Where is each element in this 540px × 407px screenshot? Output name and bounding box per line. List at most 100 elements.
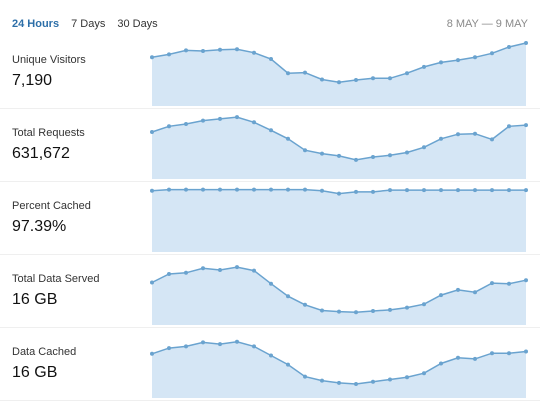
sparkline-point [507,188,511,193]
metric-row-percent-cached: Percent Cached 97.39% [0,181,540,255]
sparkline-point [354,382,358,386]
sparkline-point [524,188,528,193]
sparkline-point [490,137,494,142]
sparkline-point [252,268,256,273]
sparkline-point [184,187,188,192]
sparkline-point [371,155,375,159]
sparkline-point [235,115,239,120]
sparkline-point [439,60,443,65]
sparkline-total-requests [150,115,528,179]
sparkline-point [405,150,409,155]
sparkline-point [354,157,358,162]
sparkline-unique-visitors [150,41,528,106]
sparkline-point [371,189,375,194]
tab-30-days[interactable]: 30 Days [117,18,158,30]
sparkline-point [218,47,222,52]
time-range-tabs: 24 Hours 7 Days 30 Days [12,18,158,30]
sparkline-point [167,346,171,351]
sparkline-point [269,353,273,358]
sparkline-point [422,64,426,69]
sparkline-point [286,294,290,299]
sparkline-point [388,307,392,312]
sparkline-point [184,344,188,349]
sparkline-point [337,153,341,158]
sparkline-point [269,128,273,133]
sparkline-point [235,47,239,52]
sparkline-point [150,55,154,60]
sparkline-point [524,123,528,128]
sparkline-point [507,351,511,356]
sparkline-point [184,270,188,275]
sparkline-point [320,77,324,82]
sparkline-point [150,280,154,285]
metric-row-total-requests: Total Requests 631,672 [0,108,540,182]
sparkline-area [152,189,526,252]
sparkline-point [269,57,273,61]
sparkline-point [218,116,222,121]
sparkline-area [152,43,526,106]
sparkline-point [252,187,256,192]
sparkline-point [456,287,460,292]
sparkline-point [439,188,443,193]
sparkline-point [286,187,290,192]
sparkline-point [167,52,171,57]
metric-value: 631,672 [12,145,70,162]
sparkline-point [524,349,528,354]
sparkline-point [235,187,239,192]
sparkline-point [507,45,511,49]
metric-label: Unique Visitors [12,54,86,66]
sparkline-point [422,145,426,150]
sparkline-point [167,124,171,129]
metric-row-unique-visitors: Unique Visitors 7,190 [0,35,540,109]
metric-label: Data Cached [12,346,77,358]
sparkline-area [152,341,526,398]
sparkline-point [320,188,324,193]
sparkline-point [524,278,528,283]
sparkline-point [150,130,154,134]
sparkline-point [337,309,341,314]
sparkline-point [201,118,205,123]
sparkline-point [218,342,222,347]
sparkline-point [422,302,426,307]
sparkline-point [507,124,511,129]
sparkline-data-cached [150,339,528,398]
sparkline-point [201,49,205,53]
sparkline-point [269,187,273,192]
sparkline-point [354,189,358,194]
tab-7-days[interactable]: 7 Days [71,18,106,30]
sparkline-area [152,267,526,325]
sparkline-point [456,58,460,63]
tab-24-hours[interactable]: 24 Hours [12,18,60,30]
sparkline-point [405,188,409,193]
sparkline-point [337,380,341,385]
sparkline-point [252,50,256,55]
sparkline-point [456,132,460,137]
sparkline-point [405,71,409,76]
sparkline-area [152,117,526,179]
sparkline-point [150,188,154,193]
sparkline-point [337,191,341,196]
sparkline-point [439,136,443,141]
sparkline-point [490,188,494,193]
sparkline-point [490,281,494,286]
sparkline-point [354,78,358,82]
sparkline-point [473,55,477,60]
sparkline-point [235,339,239,344]
sparkline-point [320,378,324,383]
sparkline-point [473,356,477,361]
sparkline-point [218,268,222,272]
metric-value: 16 GB [12,291,58,308]
sparkline-point [388,153,392,158]
sparkline-point [371,379,375,384]
sparkline-point [490,351,494,356]
sparkline-point [388,188,392,193]
sparkline-point [422,371,426,376]
sparkline-point [167,272,171,276]
sparkline-point [422,188,426,193]
sparkline-point [439,361,443,366]
metric-value: 16 GB [12,364,58,381]
sparkline-point [405,375,409,380]
metric-label: Total Requests [12,127,85,139]
sparkline-point [473,131,477,136]
sparkline-point [286,136,290,141]
